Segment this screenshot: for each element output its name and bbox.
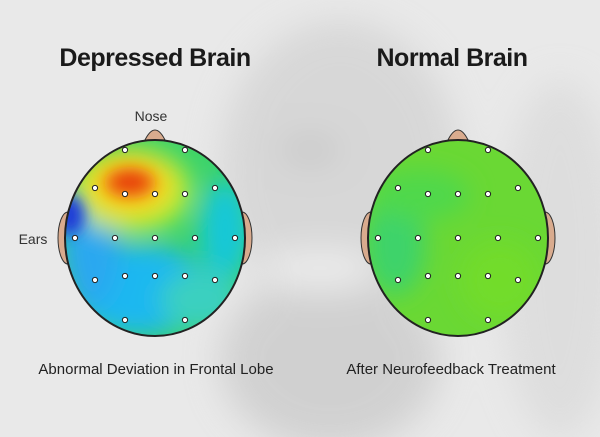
electrode — [484, 190, 492, 198]
electrode — [181, 272, 189, 280]
electrode — [71, 234, 79, 242]
electrode — [484, 146, 492, 154]
electrode — [394, 276, 402, 284]
electrode — [534, 234, 542, 242]
electrode — [484, 316, 492, 324]
electrode — [121, 146, 129, 154]
nose-label: Nose — [135, 108, 168, 124]
electrode — [151, 234, 159, 242]
electrode — [424, 272, 432, 280]
panel-title: Normal Brain — [377, 44, 528, 72]
electrode — [151, 190, 159, 198]
ears-label: Ears — [19, 231, 48, 247]
panel-caption: After Neurofeedback Treatment — [346, 361, 556, 378]
electrode — [151, 272, 159, 280]
electrode — [121, 316, 129, 324]
electrode — [424, 316, 432, 324]
electrodes — [71, 146, 542, 324]
electrode — [514, 276, 522, 284]
electrode — [91, 184, 99, 192]
electrode — [414, 234, 422, 242]
electrode — [121, 272, 129, 280]
head-right — [360, 129, 556, 337]
electrode — [111, 234, 119, 242]
electrode — [494, 234, 502, 242]
electrode — [424, 146, 432, 154]
electrode — [121, 190, 129, 198]
electrode — [454, 234, 462, 242]
electrode — [211, 276, 219, 284]
electrode — [181, 146, 189, 154]
electrode — [231, 234, 239, 242]
electrode — [424, 190, 432, 198]
electrode — [374, 234, 382, 242]
electrode — [514, 184, 522, 192]
electrode — [181, 316, 189, 324]
electrode — [394, 184, 402, 192]
panel-title: Depressed Brain — [59, 44, 250, 72]
electrode — [484, 272, 492, 280]
electrode — [191, 234, 199, 242]
electrode — [181, 190, 189, 198]
electrode — [211, 184, 219, 192]
electrode — [454, 190, 462, 198]
electrode — [91, 276, 99, 284]
panel-caption: Abnormal Deviation in Frontal Lobe — [38, 361, 273, 378]
electrode — [454, 272, 462, 280]
